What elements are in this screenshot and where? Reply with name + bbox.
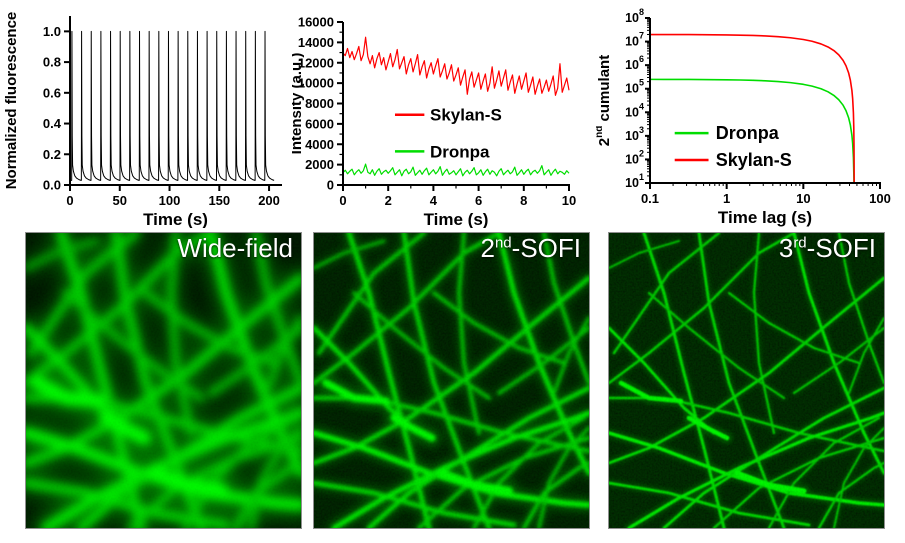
chart-cumulant: 0.1 1 10 100 101 102 103 104 105 106 107 108 Time la…	[596, 7, 891, 227]
y-tick-label: 0.8	[43, 55, 61, 70]
y-tick-label: 14000	[298, 35, 334, 50]
x-tick-label: 0	[66, 193, 73, 208]
x-axis-label: Time (s)	[424, 210, 489, 228]
micrograph-label-wide-field: Wide-field	[177, 233, 293, 264]
x-tick-label: 10	[796, 191, 810, 206]
series-Dronpa	[649, 78, 855, 184]
label-text: 3	[778, 233, 794, 263]
y-tick-label: 1.0	[43, 24, 61, 39]
y-tick-label: 4000	[305, 137, 334, 152]
label-superscript: rd	[793, 234, 807, 252]
micrograph-sofi2	[314, 233, 589, 528]
y-tick-label: 108	[625, 7, 644, 25]
micrograph-label-2nd-sofi: 2nd-SOFI	[480, 233, 582, 264]
x-axis-label: Time (s)	[143, 210, 208, 228]
x-tick-label: 1	[723, 191, 730, 206]
y-tick-label: 105	[625, 78, 644, 96]
x-tick-label: 50	[113, 193, 127, 208]
noise-overlay	[26, 233, 301, 528]
chart-intensity: 0 2 4 6 8 10 0 2000 4000 6000 8000 10000 12000 14000 1…	[292, 15, 576, 229]
y-tick-label: 0.4	[43, 116, 62, 131]
x-tick-label: 100	[159, 193, 181, 208]
y-tick-label: 2000	[305, 157, 334, 172]
x-tick-label: 10	[562, 193, 576, 208]
x-axis-label: Time lag (s)	[718, 208, 812, 227]
y-axis-label: Intensity (a.u.)	[292, 53, 305, 155]
y-tick-label: 16000	[298, 15, 334, 30]
y-tick-label: 12000	[298, 55, 334, 70]
series-Skylan-S	[342, 36, 570, 96]
chart-normalized-fluorescence: 0 50 100 150 200 0.0 0.2 0.4 0.6 0.8 1.0 Time (s) No…	[3, 12, 282, 228]
micrograph-label-3rd-sofi: 3rd-SOFI	[778, 233, 876, 264]
y-tick-label: 0	[327, 178, 334, 193]
y-tick-label: 10000	[298, 76, 334, 91]
legend-label-Dronpa: Dronpa	[430, 142, 490, 161]
y-tick-label: 0.0	[43, 178, 61, 193]
micrograph-3rd-sofi: 3rd-SOFI	[608, 232, 885, 529]
y-axis-label: Normalized fluorescence	[3, 12, 20, 190]
chart-intensity-traces: 0 2 4 6 8 10 0 2000 4000 6000 8000 10000 12000 14000 1…	[292, 0, 584, 229]
x-tick-label: 0	[339, 193, 346, 208]
y-axis-label: 2nd cumulant	[596, 55, 613, 146]
y-tick-label: 0.2	[43, 147, 61, 162]
x-tick-label: 6	[475, 193, 482, 208]
y-tick-label: 106	[625, 54, 644, 72]
label-text: -SOFI	[511, 233, 581, 263]
y-tick-label: 103	[625, 125, 644, 143]
x-tick-label: 8	[520, 193, 527, 208]
label-text: Wide-field	[177, 233, 293, 263]
y-tick-label: 6000	[305, 116, 334, 131]
y-tick-label: 102	[625, 148, 644, 166]
legend-label-Skylan-S: Skylan-S	[430, 106, 502, 125]
series-Skylan-S	[649, 33, 855, 184]
noise-overlay	[314, 233, 589, 528]
x-tick-label: 100	[869, 191, 891, 206]
x-tick-label: 150	[208, 193, 230, 208]
x-tick-label: 2	[385, 193, 392, 208]
legend-label-Dronpa: Dronpa	[716, 123, 780, 143]
y-tick-label: 101	[625, 172, 644, 190]
y-tick-label: 107	[625, 31, 644, 49]
label-text: 2	[480, 233, 495, 263]
micrograph-wide-field: Wide-field	[25, 232, 302, 529]
y-tick-label: 0.6	[43, 85, 61, 100]
y-tick-label: 8000	[305, 96, 334, 111]
x-tick-label: 200	[258, 193, 280, 208]
label-superscript: nd	[494, 234, 512, 252]
chart-2nd-cumulant: 0.1 1 10 100 101 102 103 104 105 106 107 108 Time la…	[596, 0, 905, 228]
y-tick-label: 104	[625, 101, 644, 119]
x-tick-label: 4	[430, 193, 438, 208]
chart-normalized-fluorescence: 0 50 100 150 200 0.0 0.2 0.4 0.6 0.8 1.0 Time (s) No…	[0, 0, 292, 228]
micrograph-wide-field	[26, 233, 301, 528]
label-text: -SOFI	[806, 233, 876, 263]
series-normalized fluorescence	[70, 30, 275, 181]
micrograph-sofi3	[609, 233, 884, 528]
micrograph-2nd-sofi: 2nd-SOFI	[313, 232, 590, 529]
legend-label-Skylan-S: Skylan-S	[716, 150, 792, 170]
x-tick-label: 0.1	[641, 191, 659, 206]
series-Dronpa	[342, 163, 570, 177]
noise-overlay	[609, 233, 884, 528]
